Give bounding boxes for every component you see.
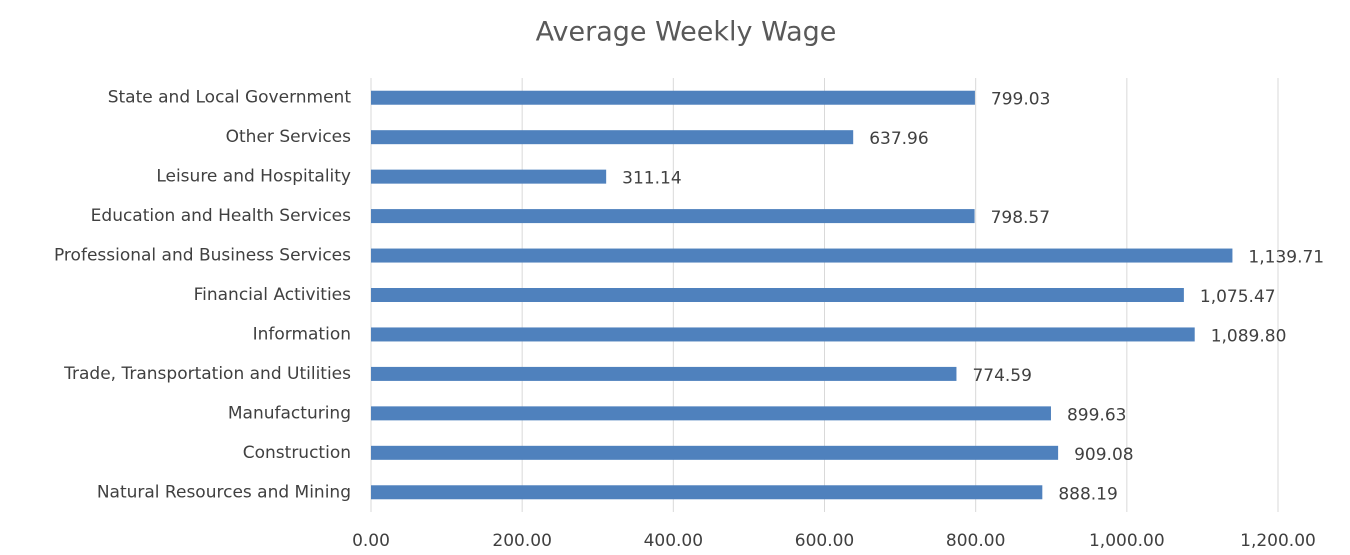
value-label: 899.63: [1067, 405, 1126, 425]
bar: [371, 445, 1059, 460]
y-tick-label: State and Local Government: [108, 88, 352, 108]
x-tick-label: 0.00: [352, 531, 390, 551]
y-tick-label: Information: [253, 324, 351, 344]
y-tick-label: Other Services: [226, 127, 352, 147]
value-label: 774.59: [972, 366, 1031, 386]
y-tick-label: Financial Activities: [194, 285, 352, 305]
y-tick-label: Leisure and Hospitality: [156, 167, 351, 187]
y-tick-label: Trade, Transportation and Utilities: [63, 364, 351, 384]
value-label: 1,089.80: [1211, 326, 1287, 346]
bar: [371, 169, 607, 184]
bar: [371, 485, 1043, 500]
value-label: 799.03: [991, 90, 1050, 110]
bar: [371, 90, 975, 105]
x-tick-label: 1,000.00: [1089, 531, 1165, 551]
y-tick-label: Construction: [243, 443, 351, 463]
bar: [371, 209, 975, 224]
x-tick-label: 800.00: [946, 531, 1005, 551]
bar: [371, 406, 1051, 421]
chart-title: Average Weekly Wage: [536, 17, 837, 48]
bar: [371, 366, 957, 381]
y-tick-label: Natural Resources and Mining: [97, 482, 351, 502]
bar: [371, 248, 1233, 263]
value-label: 1,075.47: [1200, 287, 1276, 307]
value-label: 798.57: [991, 208, 1050, 228]
x-tick-label: 400.00: [644, 531, 703, 551]
x-tick-label: 200.00: [492, 531, 551, 551]
y-tick-label: Manufacturing: [228, 403, 351, 423]
value-label: 909.08: [1074, 445, 1133, 465]
value-label: 888.19: [1058, 484, 1117, 504]
x-tick-label: 1,200.00: [1240, 531, 1316, 551]
y-tick-label: Professional and Business Services: [54, 246, 351, 266]
bar: [371, 130, 854, 145]
bar: [371, 327, 1195, 342]
value-label: 637.96: [869, 129, 928, 149]
value-label: 311.14: [622, 169, 681, 189]
x-tick-label: 600.00: [795, 531, 854, 551]
value-label: 1,139.71: [1248, 248, 1324, 268]
bar: [371, 288, 1184, 302]
y-tick-label: Education and Health Services: [91, 206, 351, 226]
